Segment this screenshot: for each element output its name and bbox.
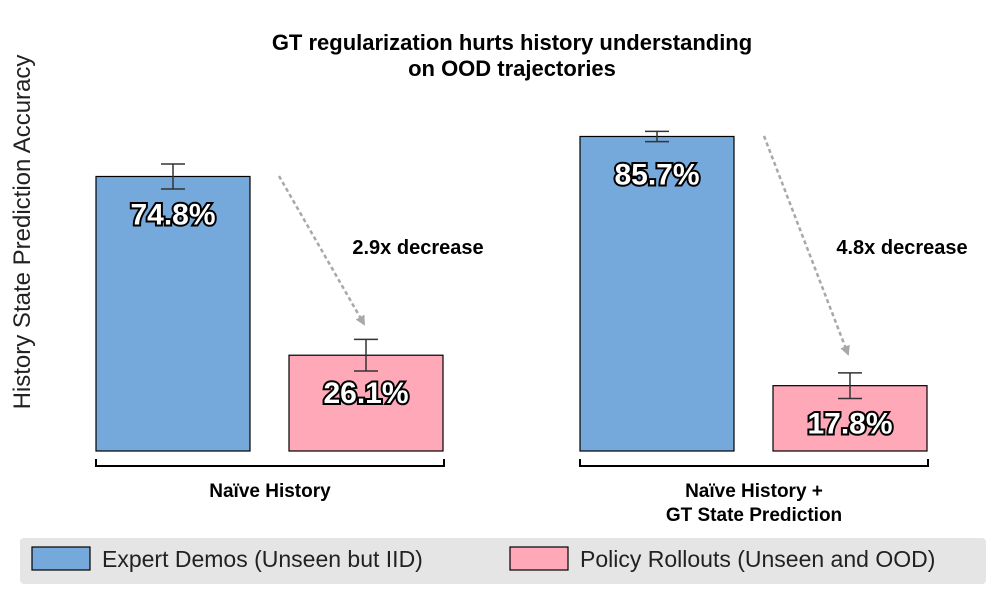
annotation-arrow [277, 175, 366, 326]
data-label: 85.7% [614, 158, 699, 191]
chart-title: GT regularization hurts history understa… [272, 30, 752, 81]
error-bar [354, 338, 378, 372]
annotation-text: 2.9x decrease [352, 237, 483, 259]
legend-swatch [509, 546, 569, 571]
bar [95, 175, 251, 452]
category-label: Naïve History [209, 481, 331, 502]
annotation-text: 4.8x decrease [836, 237, 967, 259]
chart-title-line: on OOD trajectories [408, 56, 616, 81]
legend-entry: Expert Demos (Unseen but IID) [102, 546, 423, 572]
legend: Expert Demos (Unseen but IID) Policy Roll… [20, 538, 986, 584]
annotation-arrow [762, 135, 850, 356]
data-label: 17.8% [807, 408, 892, 441]
legend-swatch [31, 546, 91, 571]
error-bar [838, 372, 862, 400]
group-bracket [579, 459, 929, 467]
group-bracket [95, 459, 445, 467]
y-axis-label: History State Prediction Accuracy [9, 55, 36, 410]
category-label: Naïve History + [685, 481, 823, 502]
data-label: 74.8% [130, 198, 215, 231]
legend-entry: Policy Rollouts (Unseen and OOD) [580, 546, 935, 572]
error-bar [161, 163, 185, 190]
error-bar [645, 130, 669, 143]
data-label: 26.1% [323, 377, 408, 410]
legend-background [20, 538, 986, 584]
chart-title-line: GT regularization hurts history understa… [272, 30, 752, 55]
category-label: GT State Prediction [666, 505, 842, 526]
plot-area: 74.8% 85.7% 26.1% 17.8% 2.9x decrease 4.8x de… [95, 130, 968, 526]
